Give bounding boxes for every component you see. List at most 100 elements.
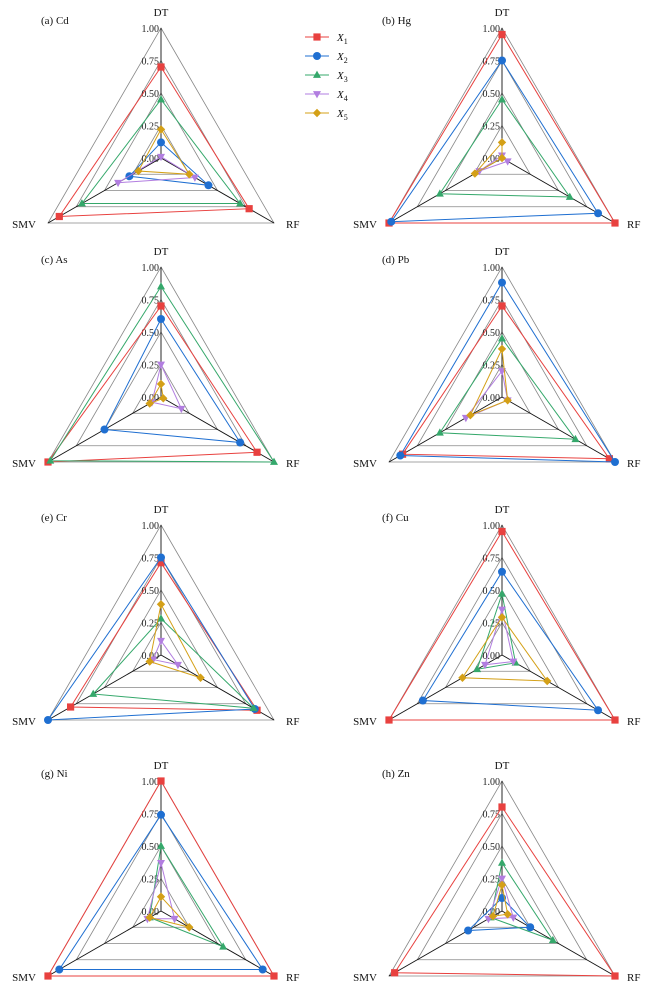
data-point-x4 [503, 158, 512, 166]
axis-label-dt: DT [495, 760, 510, 772]
tick-label: 1.00 [142, 521, 160, 532]
axis-label-rf: RF [627, 219, 640, 231]
panel-title: (d) Pb [382, 254, 410, 266]
axis-label-smv: SMV [353, 972, 377, 984]
series-line-x1 [388, 530, 616, 721]
series-line-x4 [487, 876, 514, 920]
tick-label: 0.25 [483, 619, 501, 630]
tick-label: 0.50 [483, 586, 501, 597]
data-point-x2 [418, 696, 427, 705]
data-point-x3 [157, 841, 165, 849]
data-point-x5 [156, 379, 166, 389]
tick-label: 0.25 [483, 122, 501, 133]
radar-panels: 1.00 0.75 0.50 0.25 0.00 DT RF SMV (a) Cd 1.00 0.7… [12, 7, 640, 984]
data-point-x3 [473, 664, 482, 673]
axis-label-rf: RF [286, 972, 299, 984]
series-line-x2 [47, 556, 256, 721]
grid-triangle [47, 27, 275, 224]
series-line-x5 [492, 884, 509, 917]
tick-label: 0.00 [483, 651, 501, 662]
legend-marker [313, 91, 321, 99]
data-point-x3 [498, 858, 506, 866]
tick-label: 0.50 [483, 842, 501, 853]
series-line-x4 [146, 862, 176, 920]
series-line-x1 [69, 561, 258, 711]
axis-label-smv: SMV [12, 458, 36, 470]
data-point-x2 [464, 926, 473, 935]
axis-label-dt: DT [495, 504, 510, 516]
series-line-x3 [80, 98, 242, 205]
data-point-x4 [157, 361, 165, 369]
axis-label-dt: DT [154, 7, 169, 19]
grid-triangle [75, 812, 247, 961]
legend-label: X1 [336, 32, 348, 46]
grid-triangle [473, 621, 531, 672]
radar-panel: 1.00 0.75 0.50 0.25 0.00 DT RF SMV (f) Cu [353, 504, 640, 728]
legend-label: X3 [336, 70, 348, 84]
data-point-x3 [498, 95, 506, 103]
data-point-x1 [385, 716, 393, 724]
series-line-x5 [469, 347, 509, 417]
series-line-x5 [148, 895, 191, 929]
data-point-x3 [219, 942, 228, 950]
data-point-x2 [611, 458, 619, 466]
series-line-x3 [438, 98, 571, 198]
data-point-x3 [498, 334, 506, 342]
tick-label: 0.25 [483, 361, 501, 372]
grid-triangle [132, 621, 190, 672]
grid-triangle [103, 92, 219, 191]
axis-label-rf: RF [286, 458, 299, 470]
tick-label: 0.75 [142, 810, 160, 821]
panel-title: (b) Hg [382, 15, 412, 27]
legend-item: X1 [305, 32, 348, 46]
tick-label: 0.25 [142, 122, 160, 133]
data-point-x1 [245, 205, 253, 213]
grid-triangle [47, 524, 275, 721]
grid-triangle [444, 845, 560, 944]
tick-label: 1.00 [142, 263, 160, 274]
data-point-x4 [481, 661, 490, 670]
series-line-x1 [393, 806, 616, 977]
data-point-x3 [435, 428, 444, 436]
tick-label: 0.75 [142, 554, 160, 565]
tick-label: 0.00 [483, 393, 501, 404]
tick-label: 0.00 [142, 393, 160, 404]
series-line-x3 [476, 591, 517, 670]
axis-label-smv: SMV [353, 219, 377, 231]
axis-label-rf: RF [627, 458, 640, 470]
data-point-x3 [89, 689, 98, 697]
tick-label: 0.50 [142, 842, 160, 853]
series-line-x2 [466, 897, 532, 932]
data-point-x3 [435, 189, 444, 197]
tick-label: 1.00 [142, 777, 160, 788]
data-point-x5 [156, 892, 166, 901]
data-point-x5 [497, 880, 507, 890]
data-point-x5 [145, 913, 154, 922]
axis-spoke [501, 910, 616, 977]
tick-label: 0.25 [142, 619, 160, 630]
grid-triangle [103, 589, 219, 688]
axis-label-smv: SMV [353, 458, 377, 470]
data-point-x2 [157, 810, 165, 819]
data-point-x4 [509, 914, 518, 922]
series-line-x5 [461, 616, 549, 682]
radar-panel: 1.00 0.75 0.50 0.25 0.00 DT RF SMV (b) Hg [353, 7, 640, 231]
data-point-x4 [190, 174, 199, 182]
panel-title: (e) Cr [41, 512, 67, 524]
axis-label-dt: DT [495, 7, 510, 19]
tick-label: 0.25 [483, 875, 501, 886]
grid-triangle [473, 124, 531, 175]
grid-triangle [47, 266, 275, 463]
data-point-x3 [498, 589, 506, 597]
data-point-x3 [565, 192, 574, 200]
radar-panel: 1.00 0.75 0.50 0.25 0.00 DT RF SMV (c) As [12, 246, 299, 470]
data-point-x4 [157, 637, 165, 646]
data-point-x1 [611, 716, 619, 724]
axis-label-dt: DT [154, 246, 169, 258]
data-point-x2 [157, 138, 165, 147]
radar-panel: 1.00 0.75 0.50 0.25 0.00 DT RF SMV (a) Cd [12, 7, 299, 231]
data-point-x2 [55, 965, 64, 974]
data-point-x1 [157, 63, 165, 71]
data-point-x2 [594, 209, 603, 218]
